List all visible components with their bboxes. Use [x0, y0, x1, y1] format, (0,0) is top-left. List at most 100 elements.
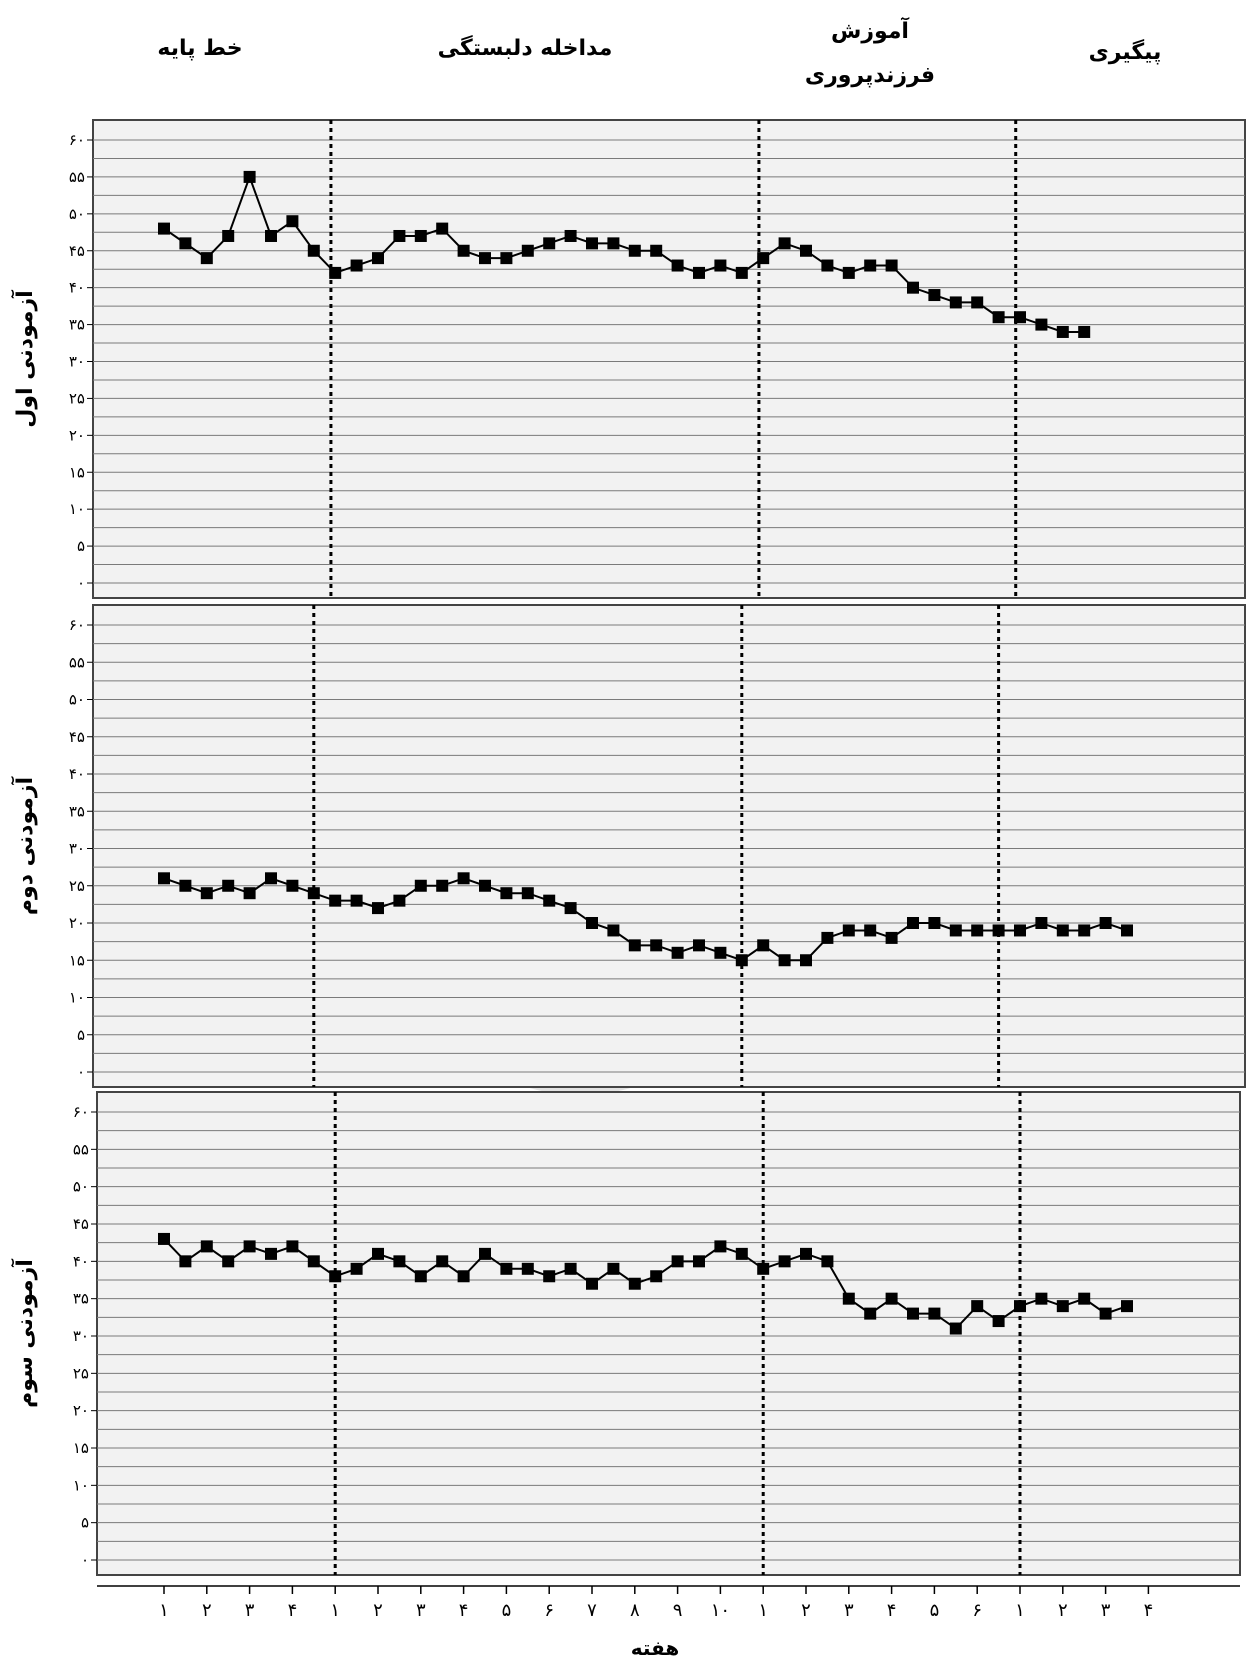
- x-tick-label: ۶: [972, 1600, 982, 1621]
- y-tick-label: ۵۵: [73, 1140, 89, 1158]
- data-point-marker: [628, 244, 641, 257]
- data-point-marker: [1056, 325, 1069, 338]
- y-axis-label: آزمودنی دوم: [10, 776, 38, 915]
- data-point-marker: [1121, 1300, 1133, 1313]
- phase-header-parenting: آموزش فرزندپروری: [790, 10, 950, 98]
- y-tick-label: ۱۵: [69, 951, 85, 969]
- data-point-marker: [607, 237, 620, 250]
- data-point-marker: [1078, 1292, 1091, 1305]
- y-tick-label: ۱۵: [69, 463, 85, 481]
- data-point-marker: [479, 252, 491, 265]
- data-point-marker: [243, 1240, 256, 1253]
- data-point-marker: [265, 872, 277, 885]
- data-point-marker: [436, 222, 449, 235]
- x-tick-label: ۴: [1144, 1600, 1154, 1621]
- data-point-marker: [778, 237, 791, 250]
- data-point-marker: [350, 894, 363, 907]
- data-point-marker: [393, 1255, 406, 1268]
- data-point-marker: [864, 924, 877, 937]
- data-point-marker: [1099, 1307, 1112, 1320]
- data-point-marker: [1035, 917, 1048, 929]
- data-point-marker: [179, 237, 192, 250]
- data-point-marker: [500, 887, 513, 900]
- y-tick-label: ۴۵: [69, 242, 85, 260]
- x-tick-label: ۱: [758, 1600, 768, 1621]
- data-point-marker: [158, 872, 170, 885]
- data-point-marker: [414, 1270, 427, 1283]
- y-tick-label: ۱۵: [73, 1439, 89, 1457]
- y-tick-label: ۳۵: [69, 316, 85, 334]
- data-point-marker: [714, 1240, 727, 1253]
- y-axis-label: آزمودنی سوم: [10, 1259, 38, 1408]
- data-point-marker: [949, 924, 962, 937]
- x-tick-label: ۵: [930, 1600, 940, 1621]
- data-point-marker: [521, 887, 534, 900]
- data-point-marker: [307, 1255, 320, 1268]
- data-point-marker: [971, 296, 984, 309]
- y-tick-label: ۵: [77, 537, 85, 555]
- y-tick-label: ۲۵: [73, 1364, 89, 1382]
- data-point-marker: [158, 1232, 170, 1245]
- data-point-marker: [457, 1270, 470, 1283]
- x-tick-label: ۱۰: [711, 1600, 730, 1621]
- data-point-marker: [693, 1255, 705, 1268]
- data-point-marker: [864, 1307, 877, 1320]
- data-point-marker: [393, 229, 406, 242]
- data-point-marker: [757, 1262, 770, 1275]
- x-tick-label: ۹: [673, 1600, 683, 1621]
- data-point-marker: [436, 1255, 449, 1268]
- y-tick-label: ۴۰: [69, 765, 85, 783]
- x-tick-label: ۸: [630, 1600, 640, 1621]
- data-point-marker: [179, 1255, 192, 1268]
- data-point-marker: [1014, 924, 1026, 937]
- data-point-marker: [222, 1255, 235, 1268]
- data-point-marker: [179, 879, 192, 892]
- data-point-marker: [928, 1307, 941, 1320]
- phase-header-parenting-line1: آموزش: [831, 19, 909, 44]
- x-tick-label: ۴: [288, 1600, 298, 1621]
- x-tick-label: ۱: [330, 1600, 340, 1621]
- data-point-marker: [158, 222, 170, 235]
- data-point-marker: [543, 1270, 556, 1283]
- data-point-marker: [457, 872, 470, 885]
- y-tick-label: ۵۰: [73, 1178, 89, 1196]
- data-point-marker: [350, 259, 363, 272]
- data-point-marker: [671, 1255, 684, 1268]
- phase-header-baseline: خط پایه: [157, 36, 243, 61]
- chart-panel-3: ۰ ۵ ۱۰ ۱۵ ۲۰ ۲۵ ۳۰ ۳۵ ۴۰ ۴۵ ۵۰ ۵۵ ۶۰ آزمودنی سوم: [10, 1091, 1241, 1576]
- data-point-marker: [757, 252, 770, 265]
- data-point-marker: [735, 1247, 748, 1260]
- data-point-marker: [500, 252, 513, 265]
- data-point-marker: [693, 266, 705, 279]
- data-point-marker: [307, 887, 320, 900]
- data-point-marker: [564, 902, 577, 915]
- data-point-marker: [1035, 1292, 1048, 1305]
- y-tick-label: ۵: [77, 1026, 85, 1044]
- data-point-marker: [1056, 1300, 1069, 1313]
- data-point-marker: [372, 902, 384, 915]
- data-point-marker: [1014, 311, 1026, 324]
- data-point-marker: [1121, 924, 1133, 937]
- data-point-marker: [372, 252, 384, 265]
- y-tick-label: ۱۰: [73, 1476, 89, 1494]
- data-point-marker: [949, 1322, 962, 1335]
- y-tick-label: ۳۰: [69, 840, 85, 858]
- data-point-marker: [286, 1240, 299, 1253]
- data-point-marker: [650, 1270, 663, 1283]
- data-point-marker: [329, 1270, 342, 1283]
- y-tick-label: ۱۰: [69, 500, 85, 518]
- data-point-marker: [671, 946, 684, 959]
- data-point-marker: [500, 1262, 513, 1275]
- data-point-marker: [671, 259, 684, 272]
- data-point-marker: [628, 1277, 641, 1290]
- data-point-marker: [1056, 924, 1069, 937]
- data-point-marker: [821, 931, 834, 944]
- data-point-marker: [735, 954, 748, 967]
- data-point-marker: [564, 1262, 577, 1275]
- data-point-marker: [265, 1247, 277, 1260]
- data-point-marker: [907, 1307, 919, 1320]
- data-point-marker: [821, 1255, 834, 1268]
- data-point-marker: [800, 954, 812, 967]
- data-point-marker: [586, 917, 598, 929]
- y-tick-label: ۴۵: [73, 1215, 89, 1233]
